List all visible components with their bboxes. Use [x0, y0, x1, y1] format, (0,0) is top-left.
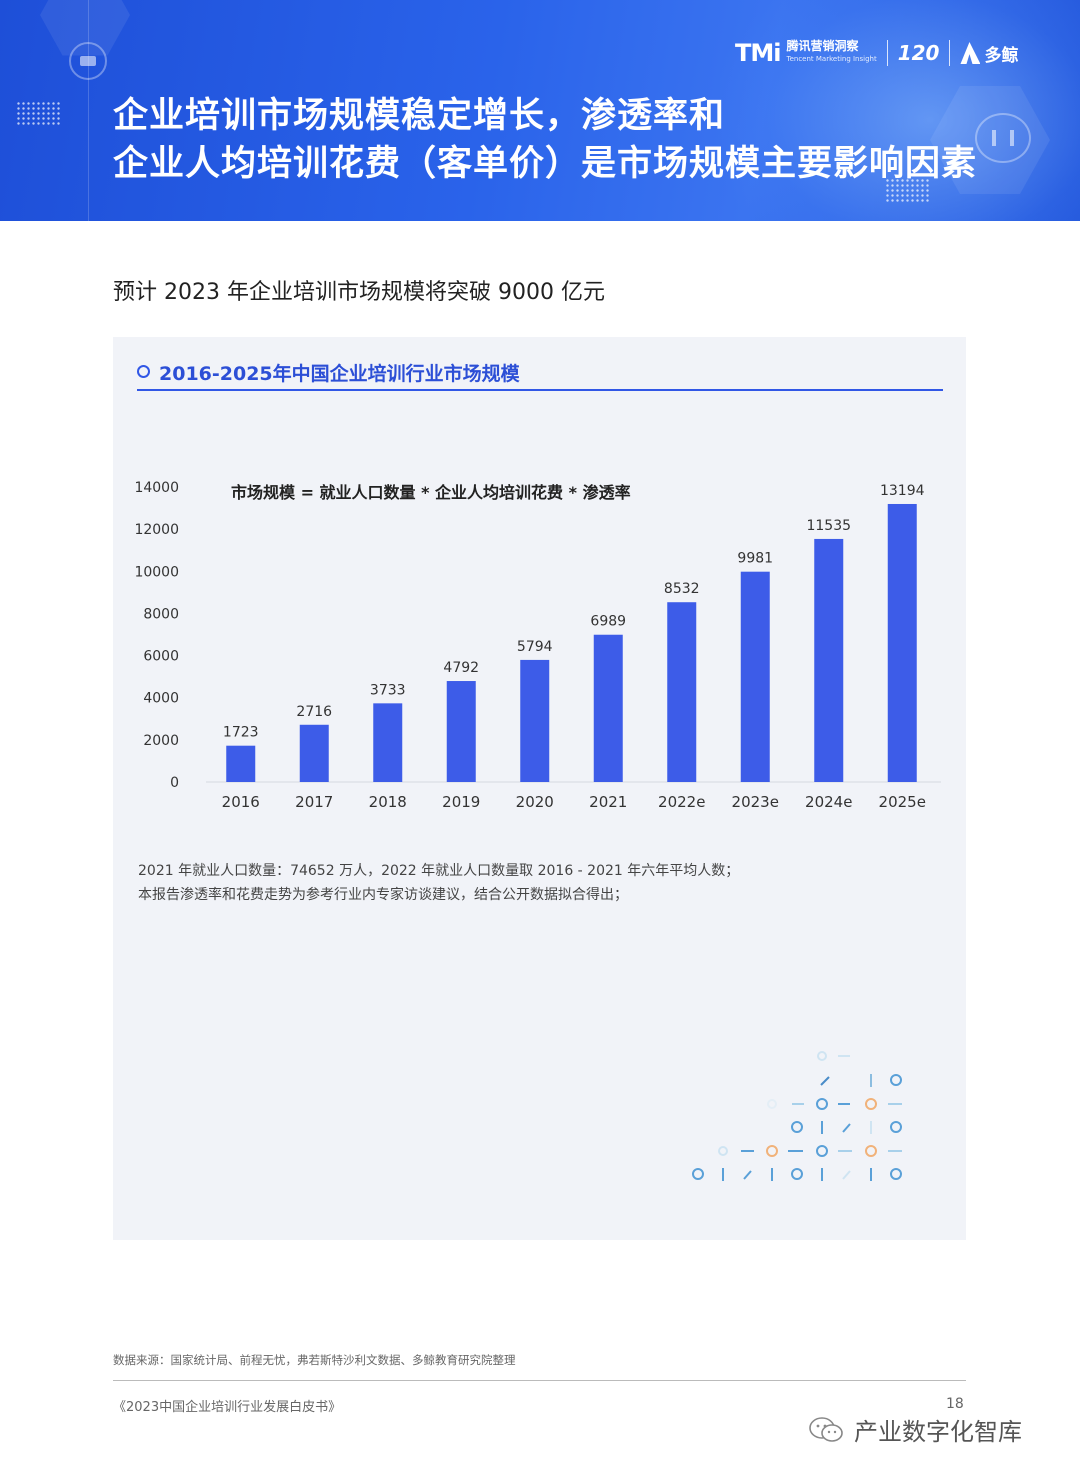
chart-title: 2016-2025年中国企业培训行业市场规模	[159, 363, 520, 385]
page-title-line2: 企业人均培训花费（客单价）是市场规模主要影响因素	[113, 144, 978, 184]
tmi-logo-text: 腾讯营销洞察 Tencent Marketing Insight	[786, 40, 876, 66]
banner-line	[88, 0, 89, 221]
watermark-text: 产业数字化智库	[854, 1418, 1022, 1446]
decorative-pattern	[692, 1051, 902, 1181]
document-name: 《2023中国企业培训行业发展白皮书》	[113, 1400, 342, 1415]
logo-divider	[886, 40, 888, 66]
tmi-logo-cn: 腾讯营销洞察	[786, 39, 859, 53]
page-title-line1: 企业培训市场规模稳定增长，渗透率和	[113, 96, 726, 136]
y-tick-label: 10000	[134, 564, 179, 580]
y-tick-label: 12000	[134, 522, 179, 538]
x-tick-label: 2016	[222, 793, 260, 811]
y-tick-label: 0	[170, 775, 179, 791]
bar-value-label: 2716	[296, 704, 332, 720]
tmi-logo-en: Tencent Marketing Insight	[786, 55, 877, 63]
data-source: 数据来源：国家统计局、前程无忧，弗若斯特沙利文数据、多鲸教育研究院整理	[113, 1353, 516, 1367]
bar	[887, 503, 917, 782]
x-tick-label: 2022e	[658, 793, 705, 811]
page-number: 18	[946, 1396, 964, 1412]
duojing-logo-text: 多鲸	[984, 45, 1019, 66]
y-tick-label: 6000	[143, 649, 179, 665]
page-title: 企业培训市场规模稳定增长，渗透率和 企业人均培训花费（客单价）是市场规模主要影响…	[113, 92, 977, 188]
book-icon	[975, 113, 1031, 163]
bar	[299, 724, 329, 782]
chat-icon	[69, 42, 107, 80]
bar-value-label: 11535	[806, 518, 851, 534]
bar	[740, 571, 770, 782]
banner-dot-grid	[885, 178, 931, 202]
bar-value-label: 9981	[737, 551, 773, 567]
bar-chart: 0 2000 4000 6000 8000 10000 12000 14000 1723 2016…	[134, 480, 941, 811]
bar-value-label: 13194	[880, 483, 925, 499]
circle-bullet-icon	[137, 365, 150, 378]
bar	[373, 703, 403, 782]
chart-note: 2021 年就业人口数量：74652 万人，2022 年就业人口数量取 2016…	[138, 859, 739, 907]
bar-value-label: 3733	[370, 682, 406, 698]
page-subtitle: 预计 2023 年企业培训市场规模将突破 9000 亿元	[113, 280, 605, 305]
header-banner: TMi 腾讯营销洞察 Tencent Marketing Insight 120…	[0, 0, 1080, 221]
x-tick-label: 2023e	[732, 793, 779, 811]
x-tick-label: 2018	[369, 793, 407, 811]
x-tick-label: 2019	[442, 793, 480, 811]
bar	[226, 745, 256, 782]
watermark: 产业数字化智库	[808, 1412, 1022, 1447]
chart-card: 2016-2025年中国企业培训行业市场规模 0 2000 4000 6000 8000…	[113, 337, 966, 1240]
chart-note-line1: 2021 年就业人口数量：74652 万人，2022 年就业人口数量取 2016…	[138, 863, 740, 879]
bar	[814, 538, 844, 782]
bar-value-label: 1723	[223, 725, 259, 741]
x-tick-label: 2017	[295, 793, 333, 811]
bar	[446, 681, 476, 782]
logo-divider	[949, 40, 951, 66]
bar-value-label: 4792	[443, 660, 479, 676]
bar-value-label: 5794	[517, 639, 553, 655]
chart-formula: 市场规模 = 就业人口数量 * 企业人均培训花费 * 渗透率	[231, 483, 631, 502]
bar-value-label: 8532	[664, 581, 700, 597]
banner-dot-grid	[16, 101, 62, 125]
logo-group: TMi 腾讯营销洞察 Tencent Marketing Insight 120…	[735, 36, 1018, 70]
x-tick-label: 2024e	[805, 793, 852, 811]
y-tick-label: 14000	[134, 480, 179, 496]
tmi-logo: TMi	[735, 39, 781, 67]
footer-divider	[113, 1380, 966, 1381]
anniversary-logo: 120	[897, 41, 940, 65]
bar	[667, 602, 697, 782]
x-tick-label: 2025e	[879, 793, 926, 811]
y-tick-label: 2000	[143, 733, 179, 749]
duojing-logo-icon	[960, 42, 981, 64]
x-tick-label: 2021	[589, 793, 627, 811]
x-tick-label: 2020	[516, 793, 554, 811]
bar-value-label: 6989	[590, 614, 626, 630]
bar	[593, 634, 623, 782]
bar	[520, 659, 550, 782]
y-tick-label: 8000	[143, 606, 179, 622]
y-tick-label: 4000	[143, 691, 179, 707]
chart-note-line2: 本报告渗透率和花费走势为参考行业内专家访谈建议，结合公开数据拟合得出；	[138, 887, 628, 903]
wechat-icon	[809, 1416, 843, 1442]
duojing-logo: 多鲸	[960, 41, 1018, 66]
chart-card-header: 2016-2025年中国企业培训行业市场规模	[137, 359, 943, 391]
